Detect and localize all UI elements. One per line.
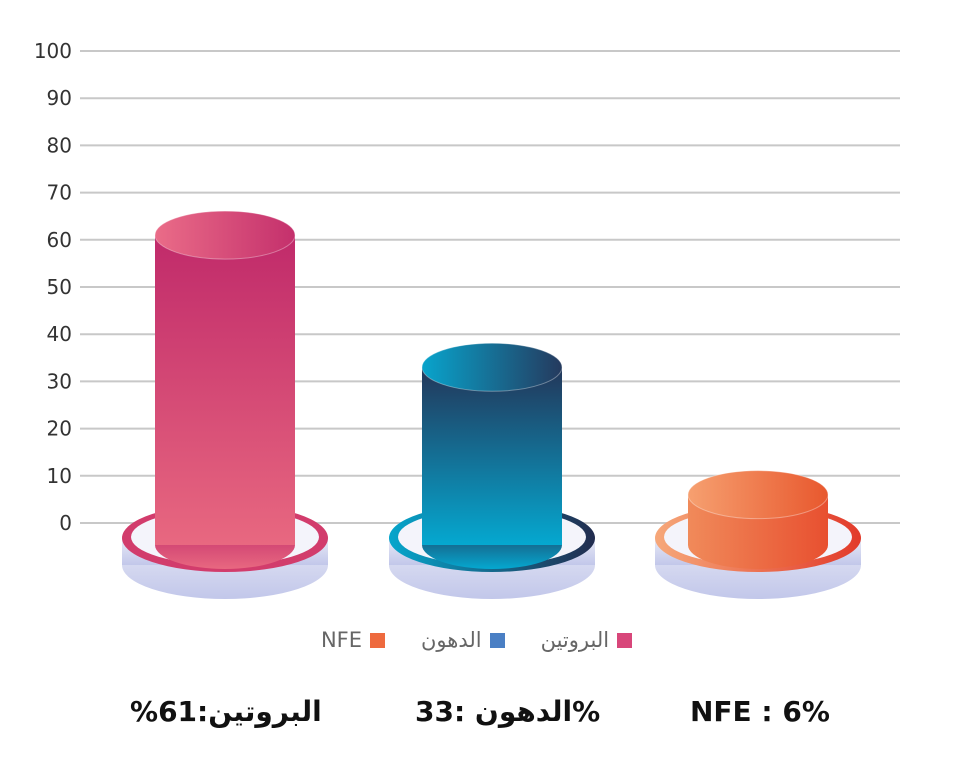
y-tick-label-60: 60 <box>47 228 72 252</box>
y-tick-label-50: 50 <box>47 275 72 299</box>
y-tick-label-70: 70 <box>47 181 72 205</box>
y-tick-label-80: 80 <box>47 133 72 157</box>
y-tick-label-90: 90 <box>47 86 72 110</box>
chart: 0 10 20 30 40 50 60 70 80 90 100 <box>34 39 900 599</box>
y-tick-label-40: 40 <box>47 322 72 346</box>
bar-nfe[interactable] <box>655 470 861 599</box>
legend: البروتين الدهون NFE <box>0 622 953 658</box>
bar-body-protein <box>155 235 295 545</box>
legend-item-protein[interactable]: البروتين <box>540 628 633 652</box>
bar-top-nfe <box>687 470 829 520</box>
legend-item-nfe[interactable]: NFE <box>321 628 385 652</box>
legend-label-fat: الدهون <box>421 628 482 652</box>
legend-swatch-protein <box>617 632 633 648</box>
summary-protein: البروتين:61% <box>130 695 322 728</box>
bar-top-protein <box>154 210 296 260</box>
bar-fat[interactable] <box>389 342 595 599</box>
summary-nfe: NFE : 6% <box>690 695 830 728</box>
y-tick-label-20: 20 <box>47 417 72 441</box>
bar-protein[interactable] <box>122 210 328 599</box>
bar-body-fat <box>422 367 562 545</box>
legend-label-protein: البروتين <box>540 628 610 652</box>
legend-swatch-fat <box>489 632 505 648</box>
bar-top-fat <box>421 342 563 392</box>
y-tick-label-10: 10 <box>47 464 72 488</box>
y-tick-label-0: 0 <box>59 511 72 535</box>
legend-label-nfe: NFE <box>320 628 362 652</box>
summary-fat: الدهون :33% <box>415 695 601 728</box>
y-tick-label-30: 30 <box>47 369 72 393</box>
legend-swatch-nfe <box>370 632 385 648</box>
y-tick-label-100: 100 <box>34 39 72 63</box>
legend-item-fat[interactable]: الدهون <box>421 628 505 652</box>
